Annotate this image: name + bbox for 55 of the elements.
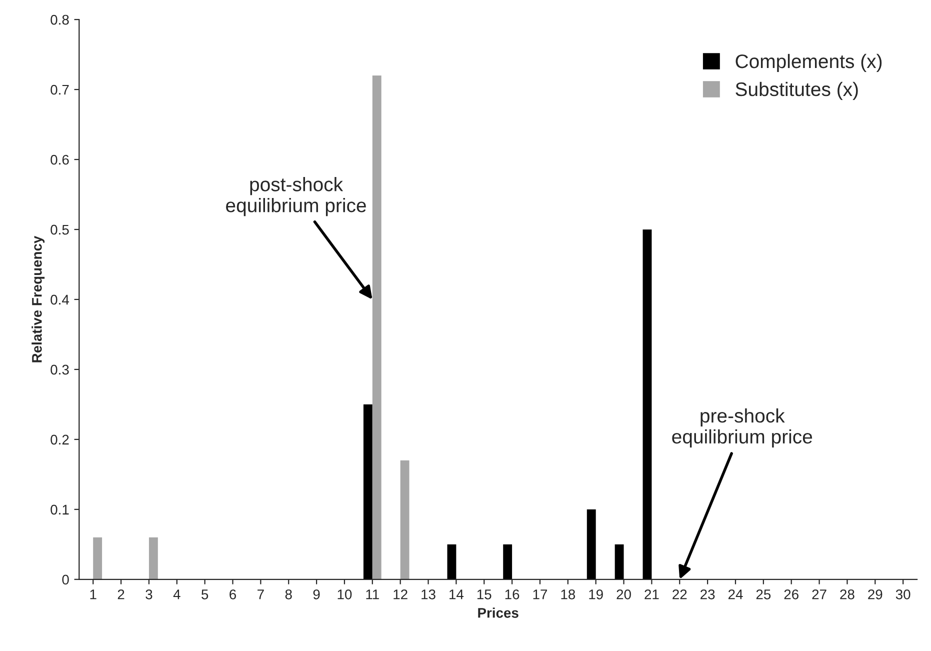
legend-label: Substitutes (x) [736, 82, 858, 100]
bar [614, 544, 624, 580]
y-tick-label: 0.2 [50, 434, 69, 445]
x-tick-label: 29 [868, 589, 882, 600]
bar [642, 229, 652, 580]
annotation: pre-shock equilibrium price [672, 408, 812, 448]
bar [447, 544, 456, 580]
x-axis-title: Prices [478, 608, 518, 618]
x-tick-label: 21 [644, 589, 659, 600]
bar [400, 460, 410, 580]
x-tick-label: 8 [285, 589, 292, 600]
bar [586, 509, 596, 580]
bar [503, 544, 512, 580]
bar [148, 537, 158, 580]
x-tick-label: 4 [173, 590, 180, 600]
annotation: post-shock equilibrium price [226, 177, 366, 216]
x-tick-label: 11 [366, 590, 379, 600]
x-tick-label: 26 [784, 589, 798, 600]
legend-label: Complements (x) [736, 54, 882, 72]
x-tick-label: 7 [258, 590, 264, 600]
x-tick-label: 30 [896, 589, 910, 600]
bar [363, 404, 372, 580]
y-axis-title: Relative Frequency [32, 236, 45, 362]
x-tick-label: 27 [812, 589, 826, 600]
x-tick-label: 2 [118, 589, 124, 600]
x-tick-label: 10 [338, 589, 352, 600]
x-tick-label: 13 [422, 589, 436, 600]
x-tick-label: 15 [477, 590, 492, 600]
y-tick-label: 0.1 [50, 504, 69, 515]
x-tick-label: 16 [505, 589, 520, 600]
x-tick-label: 23 [700, 589, 715, 600]
y-tick-label: 0.5 [50, 224, 69, 235]
x-tick-label: 25 [756, 589, 771, 600]
x-tick-label: 3 [146, 589, 152, 600]
x-tick-label: 18 [561, 589, 576, 600]
y-tick-label: 0.8 [50, 14, 69, 25]
x-tick-label: 5 [202, 590, 208, 600]
bar [93, 537, 102, 580]
y-tick-label: 0.6 [50, 154, 69, 165]
x-tick-label: 28 [840, 589, 854, 600]
x-tick-label: 24 [728, 589, 743, 600]
y-tick-label: 0.4 [50, 294, 70, 305]
x-tick-label: 22 [672, 589, 687, 600]
bar [372, 76, 382, 580]
x-tick-label: 6 [230, 589, 236, 600]
x-tick-label: 20 [616, 589, 631, 600]
x-tick-label: 9 [313, 589, 320, 600]
x-tick-label: 19 [589, 589, 603, 600]
x-tick-label: 12 [394, 589, 408, 600]
x-tick-label: 14 [450, 590, 464, 600]
y-tick-label: 0 [62, 574, 69, 585]
x-tick-label: 1 [90, 590, 96, 600]
x-tick-label: 17 [533, 590, 548, 600]
y-tick-label: 0.3 [50, 364, 69, 375]
y-tick-label: 0.7 [50, 84, 69, 95]
